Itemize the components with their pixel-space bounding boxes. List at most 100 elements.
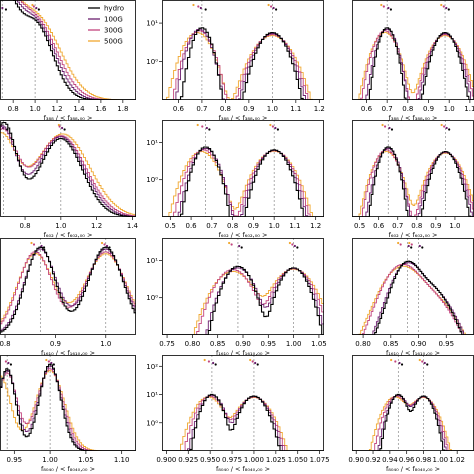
peak-marker (397, 241, 400, 245)
x-tick-label: 0.6 (186, 222, 198, 230)
peak-marker (267, 3, 270, 7)
axes-frame (352, 238, 474, 335)
plot-area (162, 238, 324, 335)
peak-marker (199, 6, 202, 10)
series-300G (0, 368, 136, 451)
x-tick-label: 0.90 (235, 340, 251, 348)
peak-marker (443, 125, 446, 128)
peak-marker (296, 246, 299, 249)
peak-marker (6, 128, 9, 131)
x-tick-label: 0.5 (354, 222, 365, 230)
x-tick-label: 1.05 (311, 340, 327, 348)
x-tick-label: 0.92 (365, 456, 381, 464)
x-tick-label: 0.7 (382, 105, 393, 113)
peak-marker (274, 126, 277, 130)
peak-marker (390, 358, 393, 362)
peak-marker (398, 361, 401, 365)
x-tick-label: 0.9 (243, 105, 254, 113)
x-tick-label: 0.8 (411, 222, 422, 230)
series-hydro (162, 393, 324, 451)
series-500G (162, 32, 324, 100)
axes-frame (0, 238, 136, 335)
peak-marker (445, 126, 448, 130)
x-axis-label: f₈₀₄₀ / < f₈₀₄₀,₀₀ > (216, 465, 270, 473)
peak-marker (4, 360, 8, 363)
peak-marker (251, 360, 254, 363)
x-tick-label: 0.6 (373, 222, 385, 230)
peak-marker (426, 363, 429, 366)
peak-marker (240, 246, 243, 249)
legend-entry: 100G (104, 16, 123, 24)
y-tick-label: 10⁰ (146, 419, 158, 427)
x-tick-label: 0.9 (248, 222, 259, 230)
peak-marker (32, 5, 35, 8)
panel-0-2: 0.6 0.7 0.8 0.9 1.0 1.1 f₃₈₈ / < f₃₈₈,₀₀ > (352, 0, 474, 122)
series-hydro (352, 260, 474, 335)
peak-marker (212, 361, 215, 365)
peak-marker (418, 244, 421, 248)
peak-marker (1, 126, 5, 130)
series-hydro (162, 265, 324, 335)
x-tick-label: 1.050 (288, 456, 308, 464)
panel-3-1: 0.900 0.925 0.950 0.975 1.000 1.025 1.050 1.075… (146, 355, 330, 473)
x-axis-label: f₁₆₁₀ / < f₁₆₁₀,₀₀ > (216, 349, 270, 357)
series-100G (352, 394, 474, 451)
axes-frame (352, 0, 474, 100)
series-300G (352, 263, 474, 335)
series-500G (162, 268, 324, 335)
peak-marker (383, 125, 387, 128)
peak-marker (389, 8, 393, 11)
x-tick-label: 0.5 (165, 222, 176, 230)
peak-marker (400, 363, 404, 366)
x-tick-label: 1.0 (444, 105, 455, 113)
x-tick-label: 1.8 (117, 105, 128, 113)
series-100G (162, 28, 324, 100)
panel-1-0: 0.8 1.0 1.2 1.4 f₆₀₂ / < f₆₀₂,₀₀ > (0, 120, 139, 239)
x-axis-label: f₃₈₈ / < f₃₈₈,₀₀ > (389, 114, 438, 122)
plot-area (162, 355, 324, 451)
peak-marker (423, 361, 426, 365)
x-tick-label: 1.1 (464, 105, 474, 113)
peak-marker (293, 244, 296, 248)
axes-frame (0, 355, 136, 451)
peak-marker (418, 358, 421, 362)
x-tick-label: 1.2 (91, 222, 102, 230)
peak-marker (274, 8, 278, 11)
x-tick-label: 0.85 (383, 340, 399, 348)
series-100G (352, 147, 474, 217)
x-tick-label: 0.975 (222, 456, 242, 464)
y-tick-label: 10¹ (146, 139, 158, 147)
peak-marker (447, 8, 450, 11)
x-tick-label: 0.95 (261, 340, 277, 348)
x-tick-label: 1.2 (314, 105, 325, 113)
peak-marker (390, 128, 394, 131)
plot-area (0, 355, 136, 451)
plot-area (352, 0, 474, 100)
x-tick-label: 0.80 (355, 340, 371, 348)
y-tick-label: 10⁰ (146, 176, 158, 184)
peak-marker (440, 123, 443, 127)
x-tick-label: 0.80 (185, 340, 201, 348)
y-tick-label: 10⁰ (146, 58, 158, 66)
series-300G (0, 251, 136, 325)
peak-marker (197, 5, 200, 8)
peak-marker (207, 360, 211, 363)
peak-marker (60, 126, 64, 130)
panel-3-2: 0.90 0.92 0.94 0.96 0.98 1.00 1.02 f₈₀₄₀ / < f₈… (348, 355, 474, 473)
series-hydro (352, 27, 474, 100)
peak-marker (394, 360, 397, 363)
peak-marker (1, 6, 4, 10)
x-tick-label: 1.0 (100, 340, 111, 348)
peak-marker (4, 8, 8, 11)
peak-marker (228, 241, 231, 245)
peak-marker (208, 128, 211, 131)
plot-area (0, 238, 136, 335)
x-tick-label: 0.900 (156, 456, 176, 464)
x-tick-label: 1.10 (114, 456, 130, 464)
peak-marker (196, 123, 199, 127)
x-tick-label: 0.950 (200, 456, 220, 464)
x-tick-label: 1.0 (449, 222, 460, 230)
plot-area (352, 355, 474, 451)
peak-marker (387, 6, 390, 10)
